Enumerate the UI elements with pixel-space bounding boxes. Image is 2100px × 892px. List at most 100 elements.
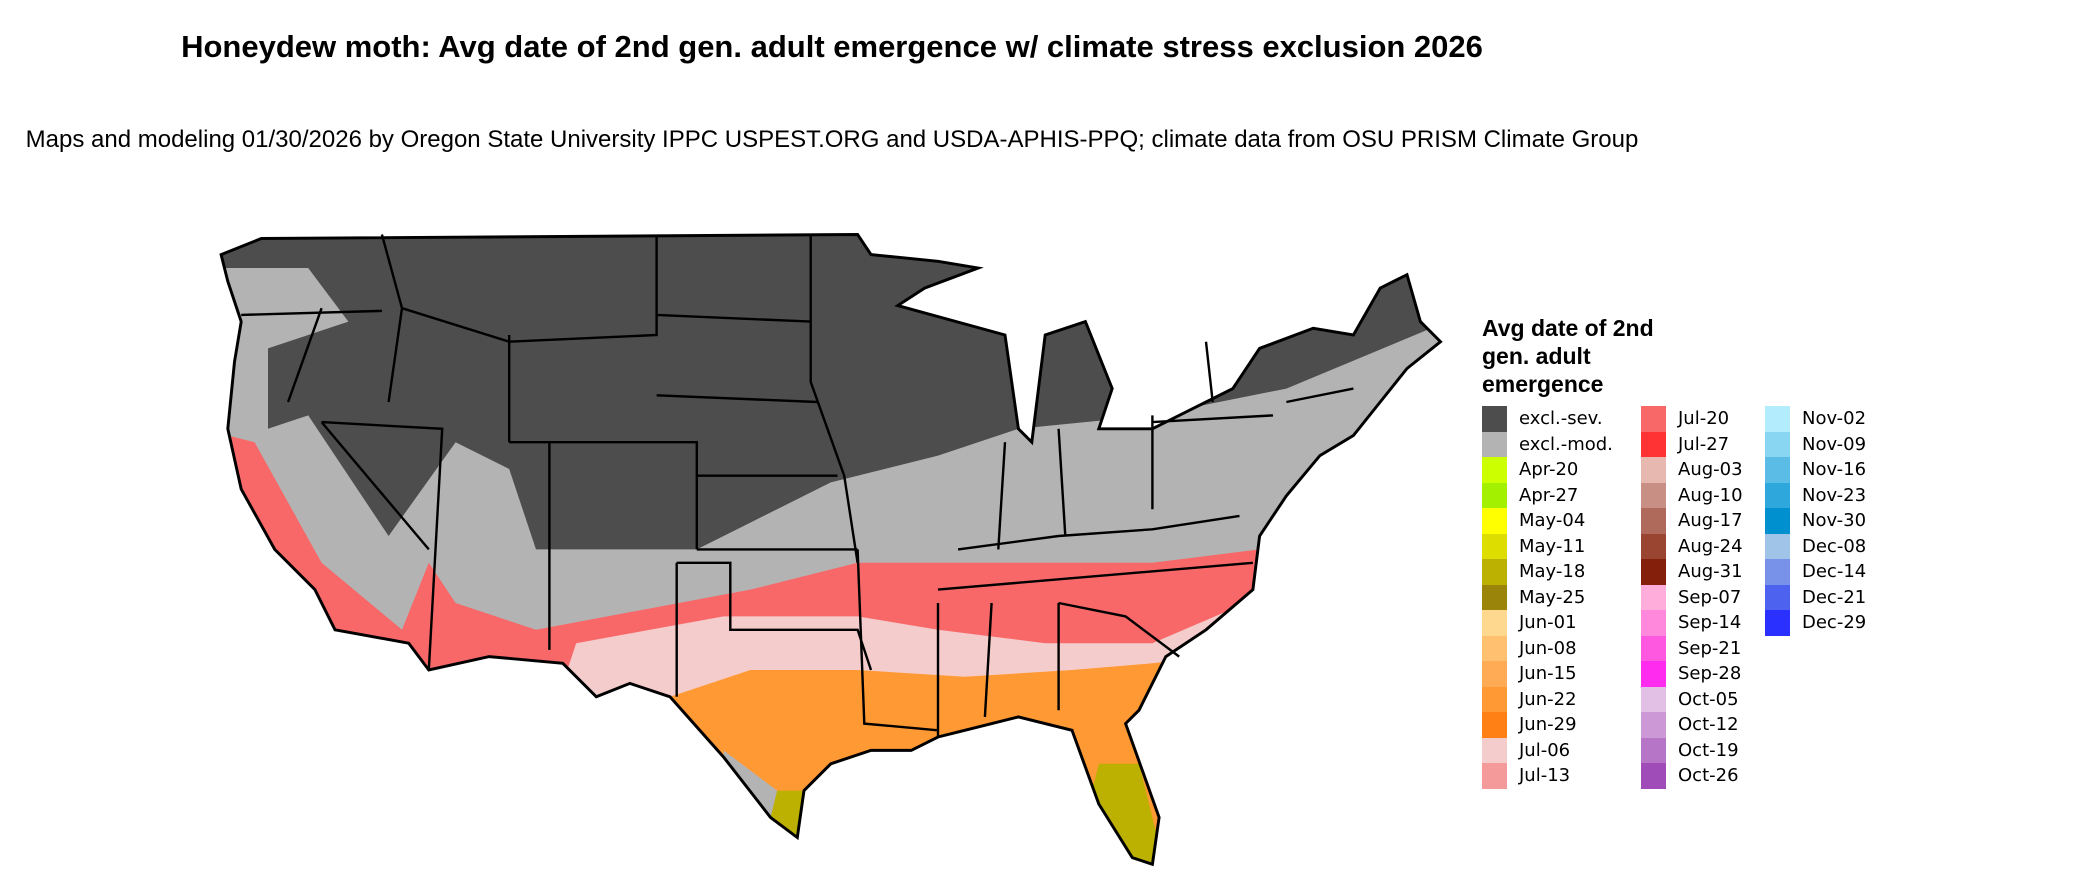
legend-label: Jun-01: [1519, 612, 1577, 634]
legend-label: May-04: [1519, 510, 1586, 532]
map-subtitle: Maps and modeling 01/30/2026 by Oregon S…: [25, 126, 1639, 153]
legend-column: Nov-02 Nov-09 Nov-16 Nov-23 Nov-30 Dec-08 Dec-…: [1765, 406, 1866, 636]
legend-item: Dec-14: [1765, 559, 1866, 585]
legend-label: excl.-mod.: [1519, 433, 1613, 455]
legend-label: Jun-22: [1519, 688, 1577, 710]
legend-item: Nov-02: [1765, 406, 1866, 432]
legend-swatch: [1641, 661, 1666, 687]
legend-label: Oct-19: [1678, 739, 1739, 761]
legend-swatch: [1765, 457, 1790, 483]
legend-label: Aug-24: [1678, 535, 1743, 557]
legend-swatch: [1641, 482, 1666, 508]
legend-item: Aug-31: [1641, 559, 1743, 585]
legend-item: Aug-24: [1641, 533, 1743, 559]
legend-swatch: [1482, 712, 1507, 738]
legend-item: Nov-09: [1765, 431, 1867, 457]
legend-swatch: [1482, 635, 1507, 661]
legend-label: Sep-28: [1678, 663, 1742, 685]
legend-swatch: [1482, 763, 1507, 789]
legend-item: Jun-08: [1482, 635, 1613, 661]
legend-label: Aug-10: [1678, 484, 1743, 506]
legend-label: Nov-09: [1802, 433, 1867, 455]
legend-item: Jun-22: [1482, 686, 1613, 712]
legend-item: Sep-14: [1641, 610, 1743, 636]
legend-item: Jun-29: [1482, 712, 1613, 738]
legend-swatch: [1765, 406, 1790, 432]
legend-label: Jul-06: [1519, 739, 1571, 761]
legend-label: Dec-08: [1802, 535, 1867, 557]
legend-label: Aug-31: [1678, 561, 1743, 583]
legend-label: Dec-29: [1802, 612, 1867, 634]
legend-label: excl.-sev.: [1519, 408, 1603, 430]
legend-item: Jul-27: [1641, 431, 1743, 457]
legend: Avg date of 2nd gen. adult emergence exc…: [1482, 314, 1866, 789]
legend-item: Nov-30: [1765, 508, 1866, 534]
legend-label: Nov-30: [1802, 510, 1867, 532]
legend-item: Dec-21: [1765, 584, 1867, 610]
legend-item: Jul-20: [1641, 406, 1743, 432]
legend-swatch: [1641, 737, 1666, 763]
legend-swatch: [1482, 661, 1507, 687]
legend-label: Nov-16: [1802, 459, 1867, 481]
legend-swatch: [1641, 712, 1666, 738]
legend-label: May-18: [1519, 561, 1586, 583]
legend-item: Dec-08: [1765, 533, 1867, 559]
legend-swatch: [1641, 686, 1666, 712]
legend-swatch: [1641, 533, 1666, 559]
map-title: Honeydew moth: Avg date of 2nd gen. adul…: [181, 29, 1483, 64]
legend-item: Nov-23: [1765, 482, 1867, 508]
legend-item: Oct-26: [1641, 763, 1743, 789]
legend-item: Apr-27: [1482, 482, 1613, 508]
legend-column: excl.-sev. excl.-mod. Apr-20 Apr-27 May-04 Ma…: [1482, 406, 1613, 789]
legend-item: Jun-15: [1482, 661, 1613, 687]
legend-item: Apr-20: [1482, 457, 1613, 483]
legend-label: Dec-21: [1802, 586, 1867, 608]
legend-label: Nov-02: [1802, 408, 1867, 430]
legend-item: Aug-03: [1641, 457, 1743, 483]
legend-swatch: [1641, 559, 1666, 585]
legend-swatch: [1482, 533, 1507, 559]
legend-swatch: [1482, 559, 1507, 585]
legend-column: Jul-20 Jul-27 Aug-03 Aug-10 Aug-17 Aug-24 Aug-…: [1641, 406, 1743, 789]
legend-item: May-04: [1482, 508, 1613, 534]
legend-swatch: [1641, 508, 1666, 534]
legend-label: Nov-23: [1802, 484, 1867, 506]
legend-item: May-11: [1482, 533, 1613, 559]
legend-label: Apr-27: [1519, 484, 1579, 506]
legend-swatch: [1765, 610, 1790, 636]
legend-label: Oct-26: [1678, 765, 1739, 787]
legend-swatch: [1641, 584, 1666, 610]
legend-item: May-25: [1482, 584, 1613, 610]
legend-item: Oct-12: [1641, 712, 1743, 738]
legend-title: Avg date of 2nd gen. adult emergence: [1482, 315, 1654, 397]
legend-item: Oct-05: [1641, 686, 1743, 712]
legend-label: Jul-20: [1678, 408, 1730, 430]
legend-label: Jun-29: [1519, 714, 1577, 736]
legend-swatch: [1482, 482, 1507, 508]
legend-item: Oct-19: [1641, 737, 1743, 763]
legend-label: Oct-05: [1678, 688, 1739, 710]
legend-swatch: [1765, 482, 1790, 508]
legend-swatch: [1641, 763, 1666, 789]
legend-swatch: [1765, 508, 1790, 534]
legend-label: Apr-20: [1519, 459, 1579, 481]
legend-item: Sep-28: [1641, 661, 1743, 687]
legend-swatch: [1641, 635, 1666, 661]
legend-swatch: [1482, 737, 1507, 763]
legend-label: Sep-07: [1678, 586, 1742, 608]
legend-item: Jun-01: [1482, 610, 1613, 636]
legend-label: Sep-14: [1678, 612, 1742, 634]
legend-swatch: [1765, 533, 1790, 559]
legend-swatch: [1482, 686, 1507, 712]
legend-label: May-11: [1519, 535, 1586, 557]
legend-label: Dec-14: [1802, 561, 1867, 583]
legend-item: Aug-10: [1641, 482, 1743, 508]
legend-swatch: [1641, 431, 1666, 457]
legend-item: Jul-13: [1482, 763, 1613, 789]
region-excluded-moderate-tx: [723, 750, 778, 818]
legend-label: Oct-12: [1678, 714, 1739, 736]
legend-label: Jun-08: [1519, 637, 1577, 659]
legend-item: excl.-mod.: [1482, 431, 1613, 457]
legend-label: May-25: [1519, 586, 1586, 608]
legend-item: excl.-sev.: [1482, 406, 1613, 432]
